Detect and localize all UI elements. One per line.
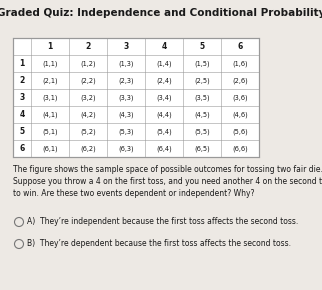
Text: 3: 3 <box>19 93 24 102</box>
Text: (3,5): (3,5) <box>194 94 210 101</box>
Bar <box>13 38 259 157</box>
Text: 4: 4 <box>19 110 24 119</box>
Text: (4,6): (4,6) <box>232 111 248 118</box>
Text: (5,3): (5,3) <box>118 128 134 135</box>
Text: (4,1): (4,1) <box>42 111 58 118</box>
Text: 5: 5 <box>199 42 204 51</box>
Text: (1,5): (1,5) <box>194 60 210 67</box>
Text: (2,6): (2,6) <box>232 77 248 84</box>
Text: (4,5): (4,5) <box>194 111 210 118</box>
Text: (5,4): (5,4) <box>156 128 172 135</box>
Text: (2,5): (2,5) <box>194 77 210 84</box>
Text: Graded Quiz: Independence and Conditional Probability: Graded Quiz: Independence and Conditiona… <box>0 8 322 18</box>
Text: 6: 6 <box>19 144 24 153</box>
Text: (3,4): (3,4) <box>156 94 172 101</box>
Text: (1,4): (1,4) <box>156 60 172 67</box>
Text: 4: 4 <box>161 42 166 51</box>
Text: (1,6): (1,6) <box>232 60 248 67</box>
Text: (2,3): (2,3) <box>118 77 134 84</box>
Text: (2,4): (2,4) <box>156 77 172 84</box>
Text: (2,1): (2,1) <box>42 77 58 84</box>
Text: (4,4): (4,4) <box>156 111 172 118</box>
Text: 1: 1 <box>47 42 52 51</box>
Text: (5,2): (5,2) <box>80 128 96 135</box>
Text: (5,5): (5,5) <box>194 128 210 135</box>
Text: 1: 1 <box>19 59 24 68</box>
Text: 5: 5 <box>19 127 24 136</box>
Text: The figure shows the sample space of possible outcomes for tossing two fair die.: The figure shows the sample space of pos… <box>13 165 322 198</box>
Text: A)  They’re independent because the first toss affects the second toss.: A) They’re independent because the first… <box>27 218 299 226</box>
Text: (2,2): (2,2) <box>80 77 96 84</box>
Text: (1,3): (1,3) <box>118 60 134 67</box>
Text: (6,6): (6,6) <box>232 145 248 152</box>
Text: (1,2): (1,2) <box>80 60 96 67</box>
Text: (6,2): (6,2) <box>80 145 96 152</box>
Text: (1,1): (1,1) <box>42 60 58 67</box>
Text: B)  They’re dependent because the first toss affects the second toss.: B) They’re dependent because the first t… <box>27 240 291 249</box>
Text: (5,1): (5,1) <box>42 128 58 135</box>
Text: (3,2): (3,2) <box>80 94 96 101</box>
Text: (6,3): (6,3) <box>118 145 134 152</box>
Text: 6: 6 <box>237 42 242 51</box>
Text: (3,6): (3,6) <box>232 94 248 101</box>
Text: (6,5): (6,5) <box>194 145 210 152</box>
Text: (3,3): (3,3) <box>118 94 134 101</box>
Text: (6,4): (6,4) <box>156 145 172 152</box>
Text: (4,2): (4,2) <box>80 111 96 118</box>
Text: (6,1): (6,1) <box>42 145 58 152</box>
Text: 2: 2 <box>19 76 24 85</box>
Text: (4,3): (4,3) <box>118 111 134 118</box>
Text: 2: 2 <box>85 42 90 51</box>
Text: 3: 3 <box>123 42 128 51</box>
Text: (5,6): (5,6) <box>232 128 248 135</box>
Text: (3,1): (3,1) <box>42 94 58 101</box>
